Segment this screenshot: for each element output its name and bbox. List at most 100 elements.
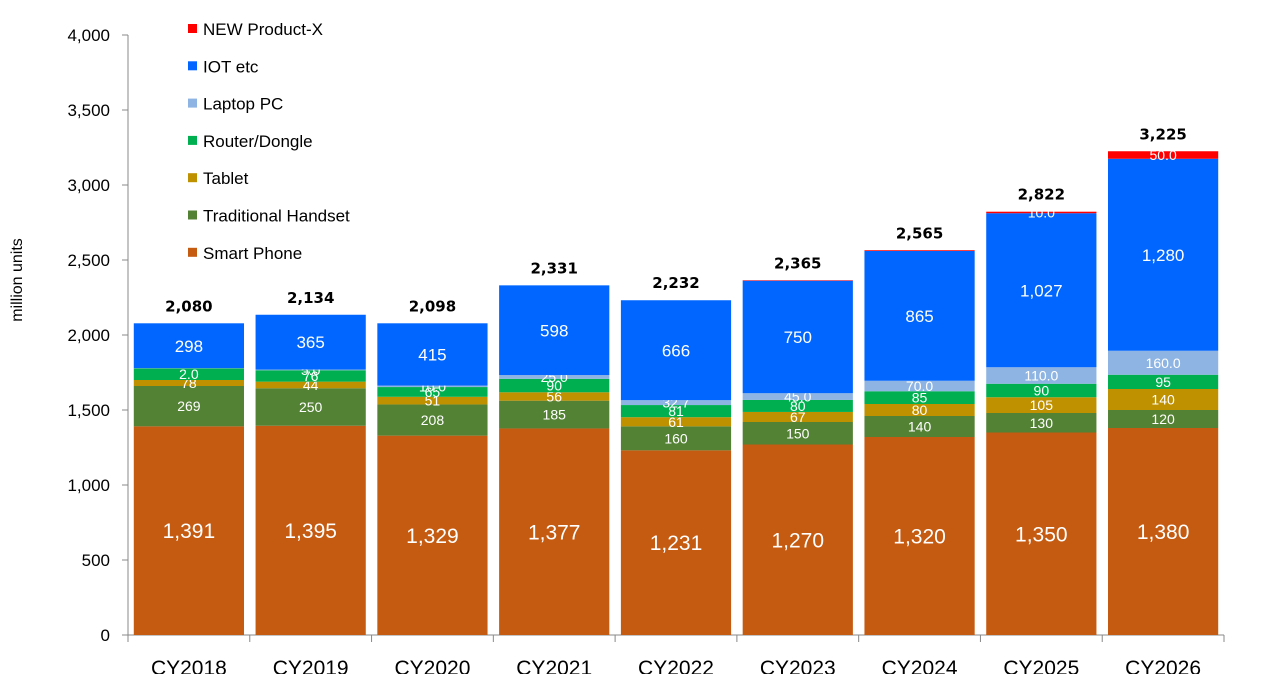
data-label: 90 bbox=[546, 378, 562, 394]
data-label: 1,391 bbox=[163, 520, 216, 543]
data-label: 160 bbox=[664, 430, 688, 446]
data-label: 56 bbox=[546, 389, 562, 405]
y-tick-label: 500 bbox=[82, 551, 110, 570]
x-tick-label: CY2025 bbox=[1003, 657, 1079, 674]
bar-segment bbox=[742, 411, 853, 422]
y-tick-label: 2,000 bbox=[67, 326, 110, 345]
bar-segment bbox=[1108, 374, 1219, 389]
bar-segment bbox=[864, 416, 975, 437]
bar-segment bbox=[255, 314, 366, 370]
bar-segment bbox=[986, 432, 1097, 635]
bar-segment bbox=[620, 405, 732, 418]
bar-segment bbox=[986, 211, 1097, 214]
total-label: 2,565 bbox=[896, 224, 943, 242]
data-label: 76 bbox=[303, 368, 319, 384]
data-label: 1,270 bbox=[771, 529, 824, 552]
total-label: 2,331 bbox=[530, 259, 577, 277]
legend-swatch bbox=[188, 210, 197, 220]
bar-segment bbox=[133, 323, 244, 368]
bar-segment bbox=[1108, 410, 1219, 428]
y-axis: 0 500 1,000 1,500 2,000 2,500 3,000 3,500 4,000 bbox=[67, 26, 129, 645]
bar-segment bbox=[377, 396, 488, 405]
bar-segment bbox=[499, 375, 610, 379]
data-label: 666 bbox=[662, 341, 690, 360]
data-label: 90 bbox=[1034, 383, 1050, 399]
total-label: 2,365 bbox=[774, 254, 821, 272]
legend-label: Laptop PC bbox=[203, 95, 283, 114]
total-label: 2,232 bbox=[652, 274, 699, 292]
x-axis: CY2018 CY2019 CY2020 CY2021 CY2022 CY2023 CY20… bbox=[127, 634, 1225, 674]
bar-segment bbox=[742, 444, 853, 635]
data-label: 140 bbox=[1151, 392, 1175, 408]
bars: 1,391269782.02981,39525044765.03651,3292… bbox=[133, 147, 1219, 635]
data-label: 598 bbox=[540, 321, 568, 340]
data-label: 1,231 bbox=[650, 532, 703, 555]
legend-swatch bbox=[188, 24, 197, 33]
data-label: 1,027 bbox=[1020, 281, 1063, 300]
data-label: 1,350 bbox=[1015, 523, 1068, 546]
y-axis-label: million units bbox=[9, 238, 26, 322]
total-labels: 2,080 2,134 2,098 2,331 2,232 2,365 2,565 2,822… bbox=[165, 125, 1187, 315]
bar-segment bbox=[1108, 350, 1219, 375]
bar-segment bbox=[499, 428, 610, 635]
bar-segment bbox=[986, 383, 1097, 398]
bar-segment bbox=[864, 251, 975, 381]
bar-segment bbox=[133, 386, 244, 427]
bar-segment bbox=[377, 385, 488, 388]
bar-segment bbox=[742, 399, 853, 412]
legend-label: NEW Product-X bbox=[203, 20, 323, 39]
bar-segment bbox=[1108, 428, 1219, 635]
data-label: 150 bbox=[786, 425, 810, 441]
data-label: 160.0 bbox=[1146, 355, 1181, 371]
y-tick-label: 2,500 bbox=[67, 251, 110, 270]
total-label: 2,822 bbox=[1018, 186, 1065, 204]
legend-swatch bbox=[188, 247, 197, 257]
legend-label: Traditional Handset bbox=[203, 207, 350, 226]
bar-segment bbox=[133, 368, 244, 380]
x-tick-label: CY2021 bbox=[516, 657, 592, 674]
legend-label: Tablet bbox=[203, 169, 249, 188]
bar-segment bbox=[986, 397, 1097, 413]
bar-segment bbox=[742, 280, 853, 281]
data-label: 1,380 bbox=[1137, 521, 1190, 544]
data-label: 1,280 bbox=[1142, 246, 1185, 265]
x-tick-label: CY2023 bbox=[760, 657, 836, 674]
bar-segment bbox=[1108, 151, 1219, 159]
bar-segment bbox=[986, 367, 1097, 384]
x-tick-label: CY2019 bbox=[273, 657, 349, 674]
legend-swatch bbox=[188, 98, 197, 108]
bar-segment bbox=[864, 404, 975, 416]
y-tick-label: 1,500 bbox=[67, 401, 110, 420]
data-label: 50.0 bbox=[1149, 147, 1176, 163]
bar-segment bbox=[255, 381, 366, 389]
bar-segment bbox=[864, 437, 975, 635]
x-tick-label: CY2018 bbox=[151, 657, 227, 674]
data-label: 70.0 bbox=[906, 378, 933, 394]
data-label: 67 bbox=[790, 409, 806, 425]
data-label: 415 bbox=[418, 346, 446, 365]
bar-segment bbox=[620, 417, 732, 427]
bar-segment bbox=[499, 285, 610, 376]
data-label: 65 bbox=[425, 384, 441, 400]
bar-stack-CY2026: 1,380 120 140 95 160.0 1,280 50.0 bbox=[1108, 147, 1219, 635]
total-label: 2,134 bbox=[287, 289, 334, 307]
legend-label: IOT etc bbox=[203, 57, 259, 76]
bar-segment bbox=[499, 392, 610, 401]
bar-segment bbox=[377, 435, 488, 635]
total-label: 2,098 bbox=[409, 297, 456, 315]
legend: NEW Product-X IOT etc Laptop PC Router/Dong… bbox=[188, 20, 350, 263]
bar-segment bbox=[620, 426, 732, 451]
y-tick-label: 1,000 bbox=[67, 476, 110, 495]
data-label: 750 bbox=[784, 328, 812, 347]
bar-segment bbox=[499, 400, 610, 429]
legend-label: Smart Phone bbox=[203, 244, 302, 263]
data-label: 1,320 bbox=[893, 526, 946, 549]
